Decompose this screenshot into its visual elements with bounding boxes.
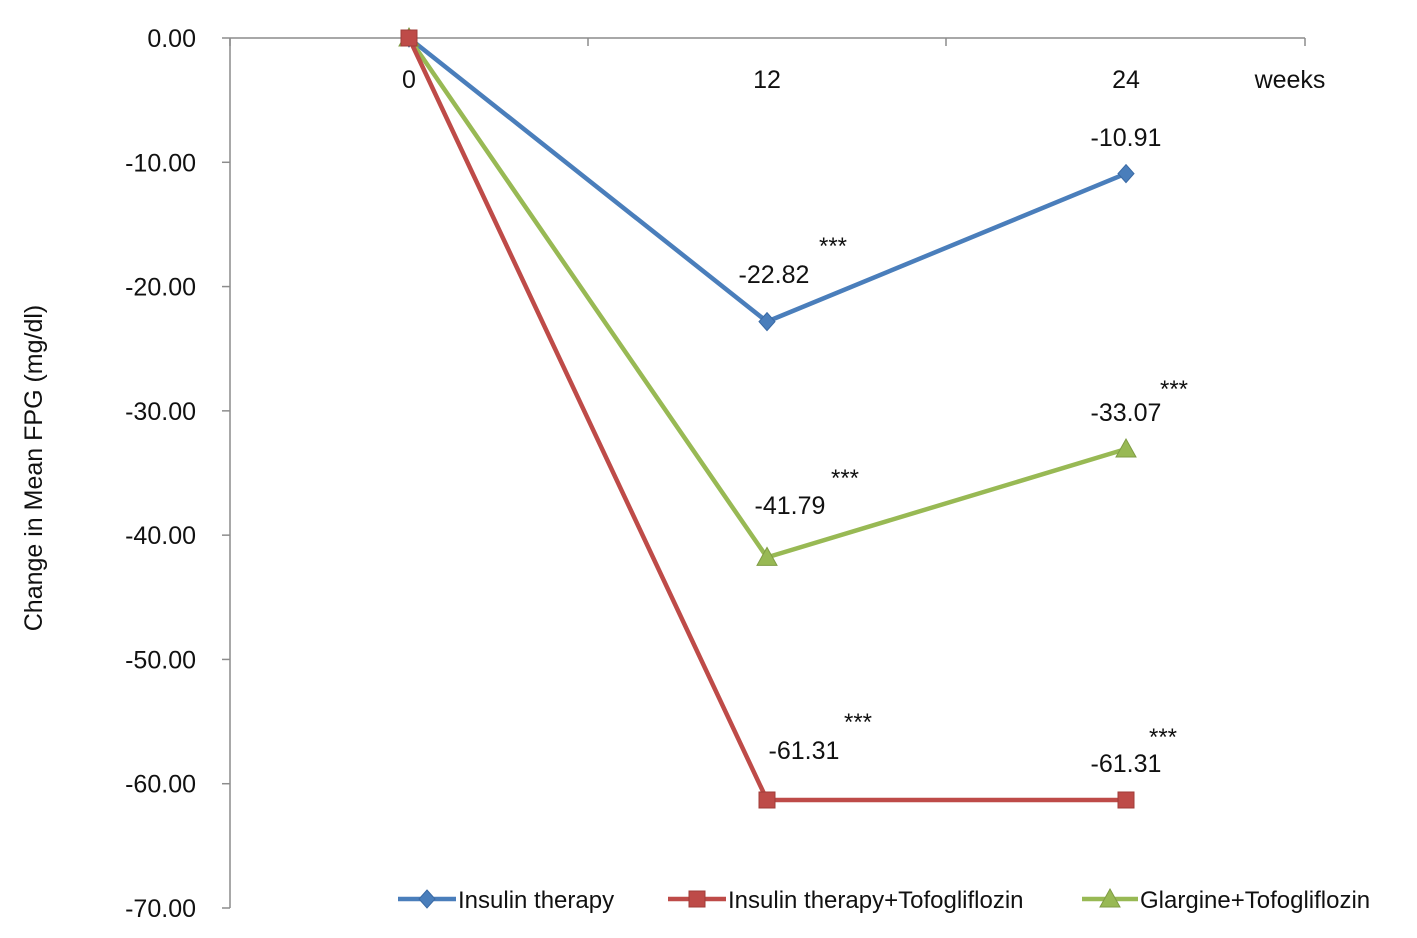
significance-marker: ***	[1149, 724, 1177, 751]
data-point	[1117, 163, 1135, 184]
x-ticks: 0 12 24	[229, 38, 1306, 94]
data-labels: -22.82***-10.91-61.31***-61.31***-41.79*…	[739, 124, 1188, 778]
legend-label: Insulin therapy+Tofogliflozin	[728, 887, 1024, 914]
y-axis-title: Change in Mean FPG (mg/dl)	[20, 305, 48, 632]
legend-marker	[688, 890, 706, 908]
legend-marker	[418, 889, 436, 909]
y-tick-label: -40.00	[125, 522, 196, 550]
y-tick-label: -70.00	[125, 895, 196, 923]
legend-marker	[1099, 887, 1121, 908]
data-label: -41.79	[755, 492, 826, 520]
data-label: -61.31	[769, 737, 840, 765]
data-label: -33.07	[1091, 399, 1162, 427]
y-tick-label: -60.00	[125, 771, 196, 799]
significance-marker: ***	[1160, 376, 1188, 403]
y-tick-label: -10.00	[125, 149, 196, 177]
x-tick-label: 0	[402, 66, 416, 94]
data-point	[400, 29, 418, 47]
y-tick-label: -30.00	[125, 398, 196, 426]
data-point	[758, 791, 776, 809]
y-tick-label: 0.00	[147, 25, 196, 53]
y-tick-label: -50.00	[125, 646, 196, 674]
legend: Insulin therapy Insulin therapy+Tofoglifl…	[398, 887, 1370, 914]
x-axis-unit-label: weeks	[1254, 66, 1326, 94]
series	[398, 26, 1137, 809]
series-line	[406, 37, 1126, 803]
y-ticks: 0.00 -10.00 -20.00 -30.00 -40.00 -50.00 -60.00…	[125, 25, 230, 923]
significance-marker: ***	[819, 233, 847, 260]
data-point	[758, 311, 776, 332]
data-label: -22.82	[739, 261, 810, 289]
data-label: -61.31	[1091, 750, 1162, 778]
data-label: -10.91	[1091, 124, 1162, 152]
x-tick-label: 12	[753, 66, 781, 94]
significance-marker: ***	[831, 465, 859, 492]
y-tick-label: -20.00	[125, 274, 196, 302]
significance-marker: ***	[844, 709, 872, 736]
data-point	[1115, 437, 1137, 458]
data-point	[1117, 791, 1135, 809]
legend-label: Glargine+Tofogliflozin	[1140, 887, 1370, 914]
data-point	[756, 546, 778, 566]
series-line	[407, 36, 1127, 560]
x-tick-label: 24	[1112, 66, 1140, 94]
legend-label: Insulin therapy	[458, 887, 614, 914]
